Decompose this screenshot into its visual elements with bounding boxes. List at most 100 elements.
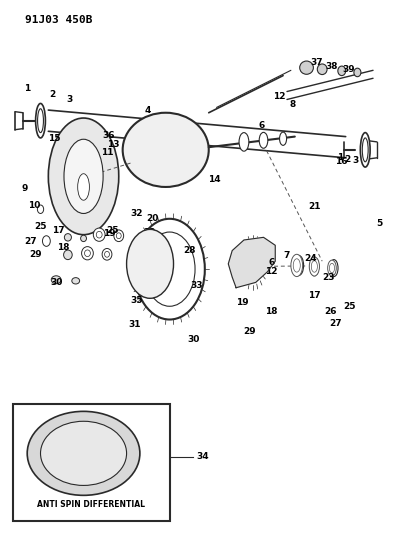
- Circle shape: [81, 413, 86, 419]
- Ellipse shape: [102, 248, 112, 260]
- Text: 6: 6: [268, 258, 275, 266]
- Text: 22: 22: [143, 228, 156, 237]
- Text: 10: 10: [28, 201, 41, 210]
- Ellipse shape: [309, 257, 320, 276]
- Text: 19: 19: [236, 298, 248, 307]
- Ellipse shape: [239, 133, 249, 151]
- Ellipse shape: [64, 139, 103, 214]
- Text: 2: 2: [49, 90, 56, 99]
- Ellipse shape: [81, 235, 86, 241]
- Ellipse shape: [259, 132, 268, 148]
- Ellipse shape: [78, 174, 89, 200]
- Ellipse shape: [51, 276, 61, 284]
- Ellipse shape: [293, 259, 300, 272]
- Text: 14: 14: [208, 174, 221, 183]
- Circle shape: [68, 432, 99, 474]
- Ellipse shape: [27, 411, 140, 495]
- Text: 91J03 450B: 91J03 450B: [25, 14, 92, 25]
- Text: 31: 31: [128, 320, 141, 329]
- Ellipse shape: [354, 68, 361, 77]
- Circle shape: [124, 431, 130, 439]
- Text: 1: 1: [24, 84, 30, 93]
- Ellipse shape: [300, 61, 313, 74]
- Ellipse shape: [82, 247, 93, 260]
- Text: 38: 38: [326, 62, 338, 70]
- Ellipse shape: [280, 132, 286, 146]
- Ellipse shape: [123, 113, 209, 187]
- Ellipse shape: [338, 66, 346, 76]
- Ellipse shape: [329, 263, 335, 273]
- Text: 25: 25: [107, 226, 119, 235]
- Text: 18: 18: [265, 307, 278, 316]
- Text: 12: 12: [273, 92, 285, 101]
- Ellipse shape: [37, 109, 43, 133]
- Ellipse shape: [104, 252, 110, 257]
- Ellipse shape: [64, 233, 71, 241]
- Text: 12: 12: [265, 268, 278, 276]
- Ellipse shape: [35, 103, 45, 138]
- Text: 20: 20: [146, 214, 158, 223]
- Text: 16: 16: [336, 157, 348, 166]
- Text: 21: 21: [308, 201, 321, 211]
- Circle shape: [124, 469, 130, 476]
- Text: 19: 19: [103, 229, 115, 238]
- Text: 23: 23: [322, 272, 335, 281]
- Text: ANTI SPIN DIFFERENTIAL: ANTI SPIN DIFFERENTIAL: [37, 500, 145, 510]
- Text: 34: 34: [197, 453, 209, 462]
- Ellipse shape: [48, 118, 119, 235]
- Text: 3: 3: [67, 95, 73, 104]
- Circle shape: [76, 443, 91, 464]
- Ellipse shape: [72, 278, 80, 284]
- Text: 6: 6: [258, 122, 265, 131]
- Ellipse shape: [361, 133, 370, 167]
- Ellipse shape: [126, 229, 173, 298]
- Ellipse shape: [114, 230, 124, 241]
- Ellipse shape: [93, 228, 105, 241]
- Ellipse shape: [116, 233, 121, 239]
- Text: 9: 9: [22, 183, 28, 192]
- Text: 25: 25: [34, 222, 47, 231]
- Text: 27: 27: [329, 319, 342, 328]
- Ellipse shape: [63, 250, 72, 260]
- Ellipse shape: [310, 257, 319, 276]
- Text: 7: 7: [284, 252, 290, 261]
- Text: 13: 13: [107, 140, 119, 149]
- Circle shape: [43, 236, 50, 246]
- Ellipse shape: [294, 255, 304, 276]
- Text: 29: 29: [30, 250, 42, 259]
- Text: 17: 17: [52, 226, 65, 235]
- Ellipse shape: [96, 231, 102, 238]
- Ellipse shape: [330, 260, 338, 277]
- Ellipse shape: [311, 261, 318, 272]
- Text: 32: 32: [130, 209, 143, 218]
- Ellipse shape: [317, 64, 327, 75]
- FancyBboxPatch shape: [13, 405, 169, 521]
- Text: 36: 36: [103, 131, 115, 140]
- Ellipse shape: [291, 254, 303, 277]
- Text: 3: 3: [352, 156, 359, 165]
- Text: 35: 35: [130, 296, 143, 305]
- Text: 11: 11: [101, 148, 113, 157]
- Text: 30: 30: [50, 278, 62, 287]
- Text: 26: 26: [324, 307, 336, 316]
- Circle shape: [37, 469, 43, 476]
- Text: 37: 37: [310, 58, 323, 67]
- Text: 39: 39: [342, 64, 355, 74]
- Text: 5: 5: [376, 219, 382, 228]
- Text: 15: 15: [48, 134, 60, 143]
- Text: 2: 2: [344, 155, 351, 164]
- Text: 17: 17: [308, 291, 321, 300]
- Text: 24: 24: [304, 254, 317, 263]
- Ellipse shape: [328, 260, 336, 276]
- Text: 4: 4: [145, 106, 151, 115]
- Circle shape: [37, 431, 43, 439]
- Ellipse shape: [41, 421, 126, 486]
- Ellipse shape: [362, 138, 368, 162]
- Text: 1: 1: [336, 153, 343, 162]
- Text: 18: 18: [57, 244, 69, 253]
- Text: 33: 33: [191, 281, 203, 290]
- Ellipse shape: [85, 250, 90, 256]
- Text: 8: 8: [290, 100, 296, 109]
- Text: 30: 30: [187, 335, 199, 344]
- Circle shape: [37, 205, 44, 214]
